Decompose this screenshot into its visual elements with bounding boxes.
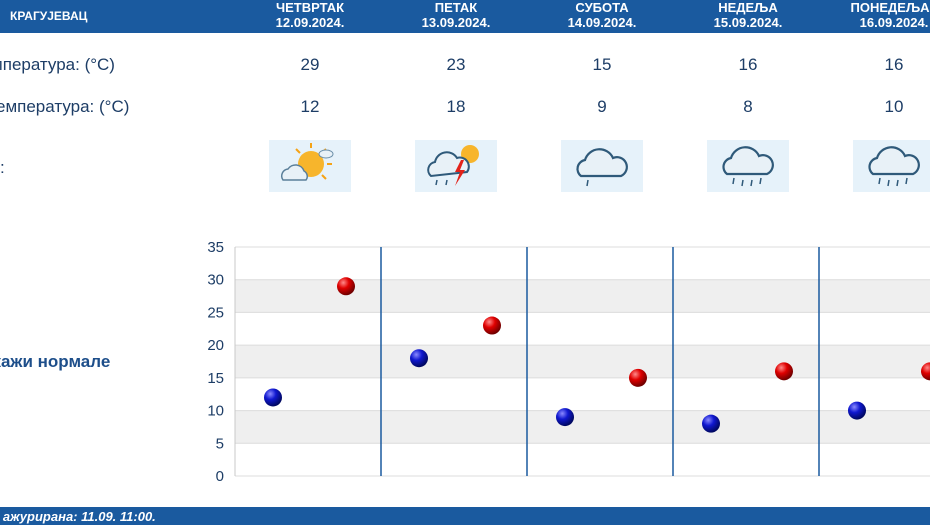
- y-tick-label: 0: [216, 468, 224, 485]
- thunderstorm-icon: [415, 140, 497, 192]
- grid-band: [235, 345, 930, 378]
- min-temp-value: 12: [300, 97, 320, 116]
- day-separators: [380, 247, 820, 476]
- y-tick-label: 35: [207, 239, 224, 256]
- forecast-header: КРАГУЈЕВАЦ ЧЕТВРТАК 12.09.2024. ПЕТАК 13…: [0, 0, 930, 33]
- max-temp-point: [337, 277, 355, 296]
- max-temp-value: 15: [592, 55, 612, 74]
- day-name: ПОНЕДЕЉАК: [850, 0, 930, 15]
- day-header-1: ЧЕТВРТАК 12.09.2024.: [240, 0, 380, 30]
- min-temp-point: [848, 401, 866, 420]
- weather-label: :: [0, 158, 5, 177]
- max-temp-point: [483, 316, 501, 335]
- max-temp-point: [629, 368, 647, 387]
- day-date: 16.09.2024.: [859, 15, 929, 30]
- grid-bands: [235, 279, 930, 444]
- cloud-rain-icon: [853, 140, 930, 192]
- data-points: [264, 277, 930, 433]
- day-name: ПЕТАК: [434, 0, 478, 15]
- min-temp-point: [556, 408, 574, 427]
- cloud-drizzle-icon: [561, 140, 643, 192]
- grid-band: [235, 410, 930, 444]
- cloud-rain-icon: [707, 140, 789, 192]
- y-tick-label: 30: [207, 272, 224, 289]
- min-temp-label: емпература: (°C): [0, 97, 130, 116]
- y-tick-label: 15: [207, 370, 224, 387]
- y-tick-label: 10: [207, 403, 224, 420]
- day-header-5: ПОНЕДЕЉАК 16.09.2024.: [824, 0, 930, 30]
- day-header-4: НЕДЕЉА 15.09.2024.: [678, 0, 818, 30]
- max-temp-value: 16: [738, 55, 758, 74]
- city-name: КРАГУЈЕВАЦ: [10, 9, 88, 23]
- sun-cloud-icon: [269, 140, 351, 192]
- day-date: 14.09.2024.: [567, 15, 637, 30]
- y-tick-label: 5: [216, 435, 224, 452]
- show-normals-link[interactable]: икажи нормале: [0, 352, 111, 371]
- min-temp-point: [410, 349, 428, 368]
- y-tick-label: 25: [207, 304, 224, 321]
- max-temp-label: температура: (°C): [0, 55, 115, 74]
- max-temp-value: 23: [446, 55, 466, 74]
- min-temp-value: 9: [597, 97, 607, 116]
- max-temp-value: 16: [884, 55, 904, 74]
- day-date: 12.09.2024.: [275, 15, 345, 30]
- day-name: ЧЕТВРТАК: [275, 0, 345, 15]
- temperature-chart: 0 5 10 15 20 25 30 35: [207, 239, 930, 485]
- y-tick-label: 20: [207, 337, 224, 354]
- max-temp-point: [775, 362, 793, 381]
- last-updated-text: а ажурирана: 11.09. 11:00.: [0, 509, 156, 524]
- y-axis: 0 5 10 15 20 25 30 35: [207, 239, 236, 485]
- day-name: НЕДЕЉА: [718, 0, 778, 15]
- max-temp-value: 29: [300, 55, 320, 74]
- day-date: 15.09.2024.: [713, 15, 783, 30]
- grid-lines: [235, 246, 930, 477]
- min-temp-value: 18: [446, 97, 466, 116]
- day-name: СУБОТА: [575, 0, 629, 15]
- day-header-2: ПЕТАК 13.09.2024.: [386, 0, 526, 30]
- min-temp-value: 8: [743, 97, 753, 116]
- min-temp-point: [264, 388, 282, 407]
- day-header-3: СУБОТА 14.09.2024.: [532, 0, 672, 30]
- day-date: 13.09.2024.: [421, 15, 491, 30]
- min-temp-point: [702, 414, 720, 433]
- max-temp-point: [921, 362, 930, 381]
- footer-bar: а ажурирана: 11.09. 11:00.: [0, 507, 930, 525]
- min-temp-value: 10: [884, 97, 904, 116]
